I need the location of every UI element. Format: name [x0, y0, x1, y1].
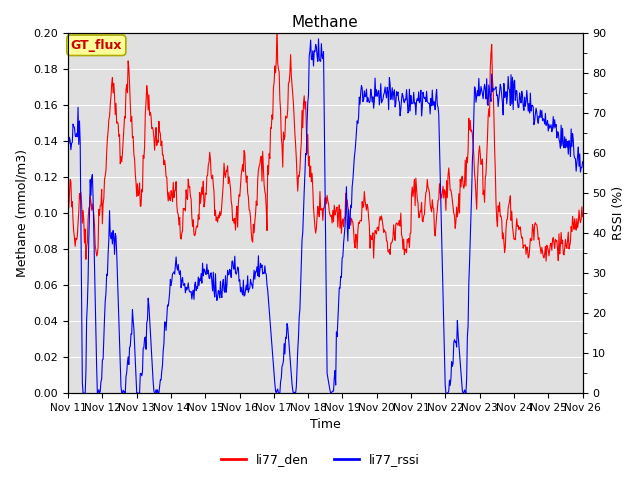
Legend: li77_den, li77_rssi: li77_den, li77_rssi	[216, 448, 424, 471]
X-axis label: Time: Time	[310, 419, 340, 432]
Text: GT_flux: GT_flux	[70, 39, 122, 52]
Title: Methane: Methane	[292, 15, 358, 30]
Y-axis label: Methane (mmol/m3): Methane (mmol/m3)	[15, 149, 28, 277]
Y-axis label: RSSI (%): RSSI (%)	[612, 186, 625, 240]
